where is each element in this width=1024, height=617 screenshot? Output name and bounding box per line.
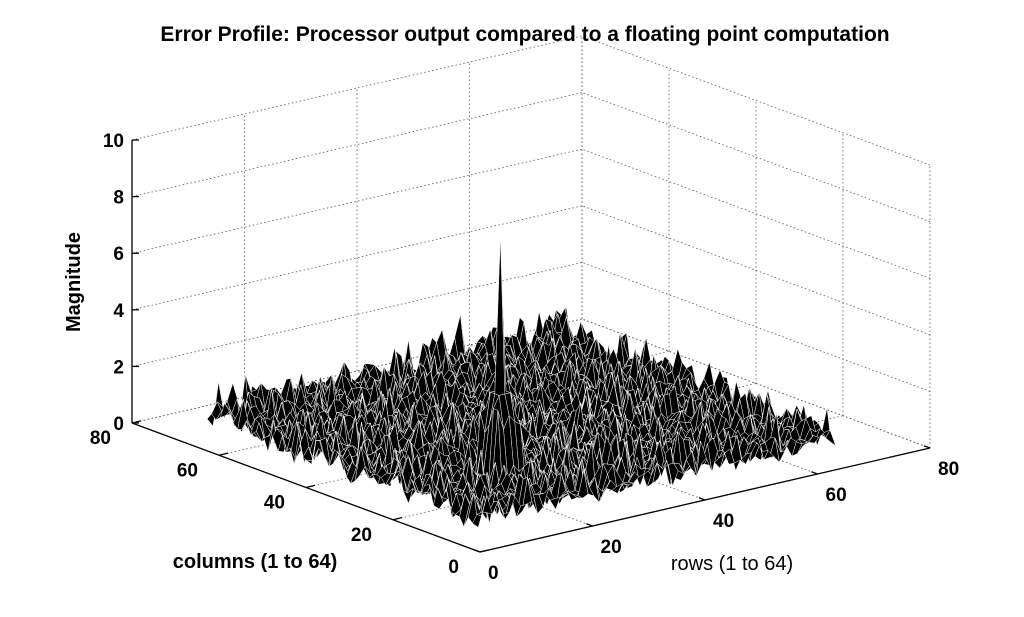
y-tick-label: 20 xyxy=(601,537,622,558)
y-tick-mark xyxy=(923,445,931,449)
y-tick-label: 60 xyxy=(826,485,847,506)
grid-line xyxy=(581,262,931,392)
x-tick-label: 0 xyxy=(448,557,459,578)
y-tick-mark xyxy=(811,471,818,475)
z-tick-label: 2 xyxy=(113,357,124,378)
grid-line xyxy=(581,92,931,222)
y-tick-mark xyxy=(698,497,706,501)
z-tick-label: 0 xyxy=(113,414,124,435)
x-tick-mark xyxy=(131,420,142,424)
z-tick-label: 8 xyxy=(113,188,124,209)
z-tick-label: 4 xyxy=(113,301,124,322)
x-tick-label: 60 xyxy=(177,460,198,481)
x-tick-mark xyxy=(305,484,316,489)
y-tick-label: 0 xyxy=(488,563,499,584)
x-tick-label: 20 xyxy=(351,525,372,546)
z-tick-label: 6 xyxy=(113,244,124,265)
grid-line xyxy=(131,205,583,311)
y-tick-label: 40 xyxy=(713,511,734,532)
chart-title: Error Profile: Processor output compared… xyxy=(160,23,889,46)
grid-line xyxy=(131,35,583,141)
y-tick-mark xyxy=(586,523,593,527)
axes-layer xyxy=(131,139,931,553)
grid-line xyxy=(581,205,931,336)
y-axis-label: rows (1 to 64) xyxy=(671,553,793,575)
x-tick-mark xyxy=(392,517,403,521)
x-tick-label: 40 xyxy=(264,493,285,514)
surface-layer xyxy=(206,236,836,528)
grid-line xyxy=(581,148,931,279)
x-tick-label: 80 xyxy=(90,428,111,449)
z-axis-label: Magnitude xyxy=(63,232,85,332)
x-tick-mark xyxy=(218,452,229,456)
z-tick-label: 10 xyxy=(103,131,124,152)
surface-patch xyxy=(476,495,488,517)
x-axis-label: columns (1 to 64) xyxy=(173,551,337,573)
y-tick-label: 80 xyxy=(938,459,959,480)
grid-line xyxy=(131,318,583,424)
grid-line xyxy=(581,35,931,166)
y-tick-mark xyxy=(473,549,481,553)
x-tick-mark xyxy=(479,549,490,553)
grid-line xyxy=(131,148,583,254)
grid-line xyxy=(581,318,931,449)
grid-line xyxy=(131,92,583,197)
grid-line xyxy=(131,262,583,367)
